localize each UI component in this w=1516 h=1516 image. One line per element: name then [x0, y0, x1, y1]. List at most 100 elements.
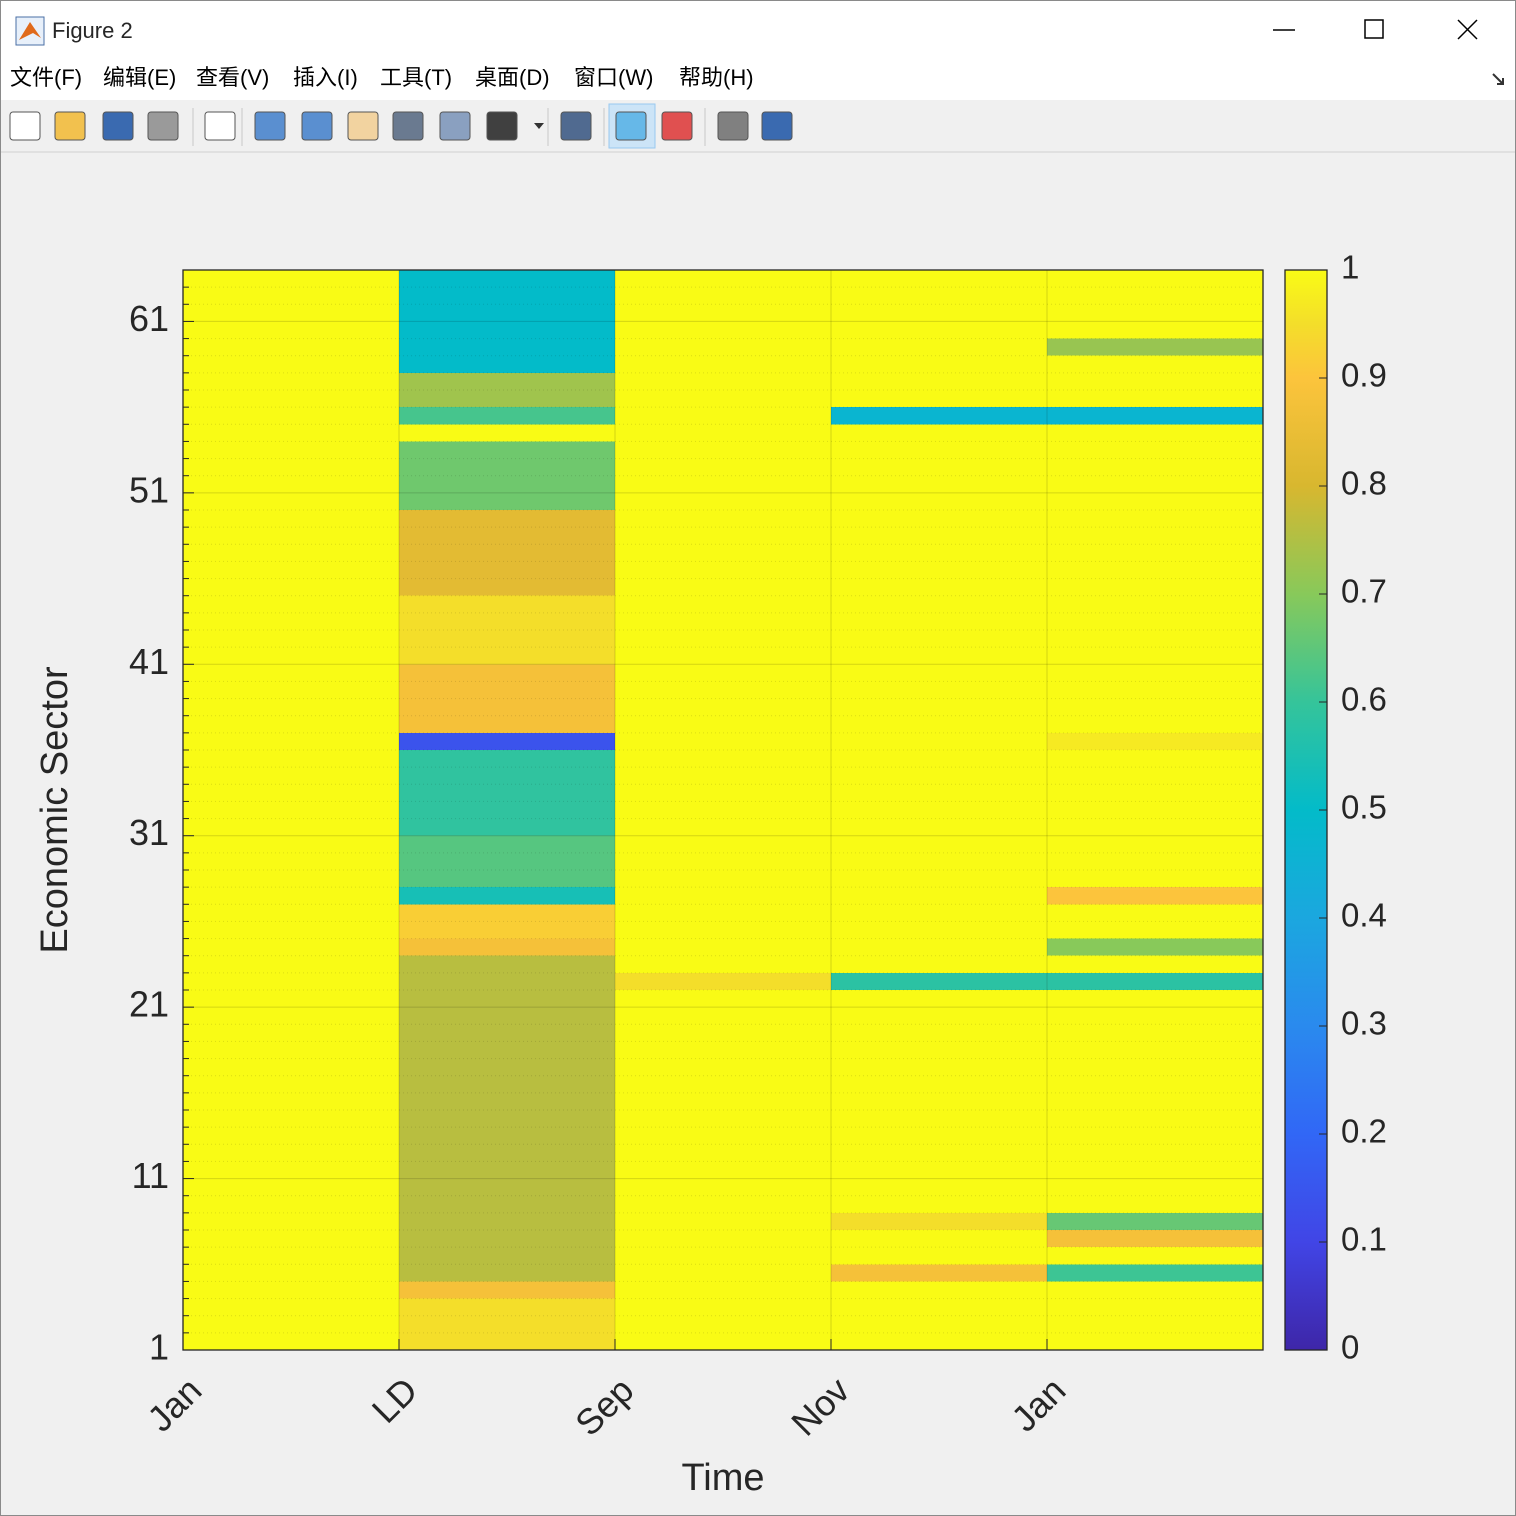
heatmap-cell [399, 1110, 615, 1128]
heatmap-cell [831, 1195, 1047, 1213]
heatmap-cell [399, 544, 615, 562]
heatmap-cell [615, 835, 831, 853]
heatmap-cell [1047, 1024, 1263, 1042]
heatmap-cell [183, 990, 399, 1008]
heatmap-cell [183, 1281, 399, 1299]
toolbar-button[interactable] [486, 111, 518, 141]
heatmap-cell [183, 630, 399, 648]
heatmap-cell [399, 870, 615, 888]
heatmap-cell [1047, 801, 1263, 819]
heatmap-cell [1047, 355, 1263, 373]
colorbar-tick-label: 0.3 [1341, 1005, 1387, 1042]
heatmap-cell [399, 835, 615, 853]
heatmap-cell [615, 1092, 831, 1110]
heatmap-cell [183, 527, 399, 545]
heatmap-cell [615, 510, 831, 528]
menu-item[interactable]: 插入(I) [293, 65, 358, 90]
title-bar [1, 1, 1515, 58]
toolbar-button[interactable] [560, 111, 592, 141]
heatmap-cell [831, 544, 1047, 562]
heatmap-cell [1047, 510, 1263, 528]
colorbar-tick-label: 0.1 [1341, 1221, 1387, 1258]
menu-dock-arrow[interactable] [1492, 73, 1504, 85]
heatmap-cell [1047, 304, 1263, 322]
toolbar-button[interactable] [661, 111, 693, 141]
toolbar-button[interactable] [204, 111, 236, 141]
toolbar-button[interactable] [439, 111, 471, 141]
heatmap-cell [1047, 544, 1263, 562]
heatmap-cell [399, 321, 615, 339]
heatmap-cell [615, 1127, 831, 1145]
heatmap-cell [831, 475, 1047, 493]
heatmap-cell [183, 1024, 399, 1042]
toolbar-dropdown-arrow[interactable] [534, 123, 544, 129]
heatmap-cell [831, 870, 1047, 888]
y-tick-label: 11 [132, 1155, 169, 1196]
menu-item[interactable]: 工具(T) [380, 65, 452, 90]
heatmap-cell [183, 647, 399, 665]
toolbar-button[interactable] [301, 111, 333, 141]
heatmap-cell [399, 921, 615, 939]
toolbar-button[interactable] [254, 111, 286, 141]
heatmap-cell [831, 1212, 1047, 1230]
heatmap-cell [1047, 1332, 1263, 1350]
heatmap-cell [399, 1298, 615, 1316]
menu-item[interactable]: 帮助(H) [679, 65, 754, 90]
toolbar-button[interactable] [147, 111, 179, 141]
toolbar-button[interactable] [54, 111, 86, 141]
heatmap-cell [1047, 1127, 1263, 1145]
heatmap-cell [615, 904, 831, 922]
heatmap-cell [615, 270, 831, 288]
toolbar-button[interactable] [347, 111, 379, 141]
heatmap-cell [183, 1230, 399, 1248]
heatmap-cell [1047, 1161, 1263, 1179]
toolbar-button[interactable] [761, 111, 793, 141]
heatmap-cell [615, 1332, 831, 1350]
heatmap-cell [615, 1247, 831, 1265]
heatmap-cell [183, 938, 399, 956]
heatmap-cell [831, 321, 1047, 339]
heatmap-cell [615, 938, 831, 956]
heatmap-cell [1047, 938, 1263, 956]
close-button[interactable] [1457, 19, 1478, 40]
toolbar-button[interactable] [615, 111, 647, 141]
toolbar-button[interactable] [9, 111, 41, 141]
heatmap-cell [1047, 1110, 1263, 1128]
menu-item[interactable]: 窗口(W) [574, 65, 653, 90]
heatmap-cell [183, 1110, 399, 1128]
toolbar-button[interactable] [717, 111, 749, 141]
heatmap-cell [831, 561, 1047, 579]
heatmap-cell [183, 355, 399, 373]
heatmap-cell [1047, 578, 1263, 596]
heatmap-cell [615, 1058, 831, 1076]
heatmap-cell [615, 698, 831, 716]
heatmap-cell [183, 612, 399, 630]
heatmap-cell [615, 972, 831, 990]
heatmap-cell [615, 715, 831, 733]
heatmap-cell [831, 1007, 1047, 1025]
heatmap-cell [831, 1230, 1047, 1248]
colorbar-tick-label: 1 [1341, 249, 1359, 286]
heatmap-cell [399, 270, 615, 288]
heatmap-cell [183, 492, 399, 510]
menu-item[interactable]: 文件(F) [10, 65, 82, 90]
heatmap-cell [831, 664, 1047, 682]
heatmap-cell [831, 1332, 1047, 1350]
menu-item[interactable]: 编辑(E) [103, 65, 176, 90]
heatmap-cell [399, 355, 615, 373]
heatmap-cell [615, 732, 831, 750]
heatmap-cell [399, 304, 615, 322]
toolbar-button[interactable] [102, 111, 134, 141]
menu-item[interactable]: 查看(V) [196, 65, 269, 90]
toolbar-button[interactable] [392, 111, 424, 141]
heatmap-cell [1047, 270, 1263, 288]
heatmap-cell [831, 1024, 1047, 1042]
heatmap-cell [399, 1041, 615, 1059]
heatmap-cell [399, 458, 615, 476]
y-tick-label: 1 [149, 1327, 169, 1368]
maximize-button[interactable] [1364, 19, 1384, 39]
menu-item[interactable]: 桌面(D) [475, 65, 550, 90]
heatmap-cell [183, 904, 399, 922]
heatmap-cell [1047, 1195, 1263, 1213]
heatmap-cell [399, 407, 615, 425]
